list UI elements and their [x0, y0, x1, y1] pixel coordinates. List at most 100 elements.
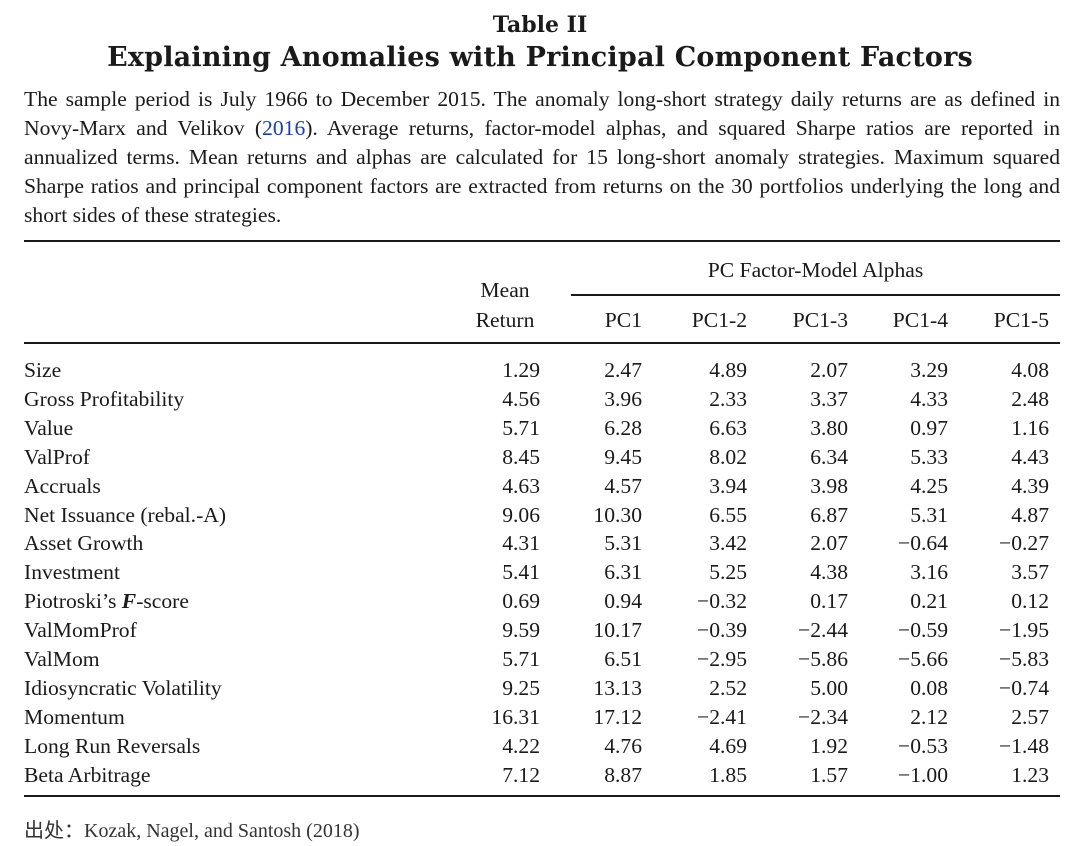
table-cell: 5.33 — [910, 444, 948, 469]
table-cell: −0.74 — [999, 675, 1049, 700]
table-cell: 2.57 — [1011, 704, 1049, 729]
row-label: Size — [24, 358, 62, 382]
table-cell: 3.29 — [910, 358, 948, 382]
top-rule — [24, 240, 1060, 242]
table-cell: 9.45 — [604, 444, 642, 469]
table-cell: 2.07 — [810, 358, 848, 382]
table-cell: 3.16 — [910, 560, 948, 585]
table-cell: 0.21 — [910, 589, 948, 614]
table-cell: 4.76 — [604, 733, 642, 758]
table-cell: 4.63 — [502, 473, 540, 498]
table-cell: 4.08 — [1011, 358, 1049, 382]
table-cell: 3.42 — [709, 531, 747, 556]
column-header-pc1: PC1 — [604, 308, 642, 332]
table-cell: 1.29 — [502, 358, 540, 382]
table-cell: 0.97 — [910, 415, 948, 440]
table-cell: 7.12 — [502, 762, 540, 787]
row-label: Investment — [24, 560, 120, 585]
row-label: Piotroski’s F-score — [24, 589, 189, 614]
table-cell: −5.86 — [798, 647, 848, 671]
table-cell: 10.17 — [593, 618, 642, 643]
table-cell: 8.45 — [502, 444, 540, 469]
table-cell: 9.06 — [502, 502, 540, 527]
table-caption: The sample period is July 1966 to Decemb… — [24, 85, 1060, 230]
table-cell: 16.31 — [491, 704, 540, 729]
column-header-pc1-4: PC1-4 — [892, 308, 948, 332]
table-cell: 2.12 — [910, 704, 948, 729]
table-cell: 3.96 — [604, 386, 642, 411]
table-cell: 4.43 — [1011, 444, 1049, 469]
table-cell: 6.55 — [709, 502, 747, 527]
table-cell: 5.71 — [502, 415, 540, 440]
table-cell: 4.22 — [502, 733, 540, 758]
table-cell: 4.25 — [910, 473, 948, 498]
table-cell: 5.31 — [910, 502, 948, 527]
row-label: Momentum — [24, 704, 125, 729]
table-cell: 9.59 — [502, 618, 540, 643]
row-label: Asset Growth — [24, 531, 144, 556]
table-cell: 5.00 — [810, 675, 848, 700]
table-cell: 5.71 — [502, 647, 540, 671]
table-cell: 5.41 — [502, 560, 540, 585]
table-cell: 13.13 — [593, 675, 642, 700]
table-cell: 5.31 — [604, 531, 642, 556]
table-cell: 0.94 — [604, 589, 642, 614]
table-cell: 8.02 — [709, 444, 747, 469]
table-cell: 6.28 — [604, 415, 642, 440]
table-cell: 1.92 — [810, 733, 848, 758]
row-label: ValProf — [24, 444, 90, 469]
table-cell: −5.66 — [898, 647, 948, 671]
table-cell: 3.37 — [810, 386, 848, 411]
table-cell: −5.83 — [999, 647, 1049, 671]
table-cell: 3.57 — [1011, 560, 1049, 585]
column-header-pc1-3: PC1-3 — [792, 308, 848, 332]
row-label: Gross Profitability — [24, 386, 185, 411]
table-cell: 1.16 — [1011, 415, 1049, 440]
mean-header-line1: Mean — [480, 278, 530, 302]
column-header-pc1-5: PC1-5 — [993, 308, 1049, 332]
table-cell: 6.34 — [810, 444, 848, 469]
group-underline — [571, 294, 1060, 296]
table-cell: −0.53 — [898, 733, 948, 758]
table-cell: 0.69 — [502, 589, 540, 614]
table-cell: 1.23 — [1011, 762, 1049, 787]
table-cell: −0.27 — [999, 531, 1049, 556]
bottom-rule — [24, 795, 1060, 797]
table-cell: 4.33 — [910, 386, 948, 411]
table-cell: −0.39 — [697, 618, 747, 643]
table-cell: −2.44 — [798, 618, 848, 643]
table-cell: −0.64 — [898, 531, 948, 556]
table-cell: 4.87 — [1011, 502, 1049, 527]
source-note: 出处：Kozak, Nagel, and Santosh (2018) — [24, 820, 360, 842]
row-label: Beta Arbitrage — [24, 762, 151, 787]
row-label: ValMomProf — [24, 618, 137, 643]
table-cell: 3.94 — [709, 473, 747, 498]
table-cell: 4.31 — [502, 531, 540, 556]
row-label: Long Run Reversals — [24, 733, 201, 758]
table-cell: 3.80 — [810, 415, 848, 440]
table-cell: 4.69 — [709, 733, 747, 758]
table-cell: 1.57 — [810, 762, 848, 787]
table-cell: 2.52 — [709, 675, 747, 700]
table-cell: 5.25 — [709, 560, 747, 585]
table-cell: 6.87 — [810, 502, 848, 527]
table-cell: 0.12 — [1011, 589, 1049, 614]
citation-link[interactable]: 2016 — [262, 116, 306, 140]
table-cell: 2.47 — [604, 358, 642, 382]
table-cell: 4.57 — [604, 473, 642, 498]
table-cell: 8.87 — [604, 762, 642, 787]
table-cell: −1.48 — [999, 733, 1049, 758]
row-label-part: Piotroski’s — [24, 589, 122, 614]
table-cell: 0.17 — [810, 589, 848, 614]
table-title: Explaining Anomalies with Principal Comp… — [107, 42, 973, 73]
row-label: ValMom — [24, 647, 100, 671]
table-cell: −2.41 — [697, 704, 747, 729]
table-cell: 2.48 — [1011, 386, 1049, 411]
caption-text-before: The sample period is July 1966 to Decemb… — [24, 87, 1060, 140]
row-label: Value — [24, 415, 74, 440]
table-label: Table II — [492, 12, 588, 38]
row-label: Idiosyncratic Volatility — [24, 675, 222, 700]
table-cell: 6.63 — [709, 415, 747, 440]
header-rule — [24, 342, 1060, 344]
